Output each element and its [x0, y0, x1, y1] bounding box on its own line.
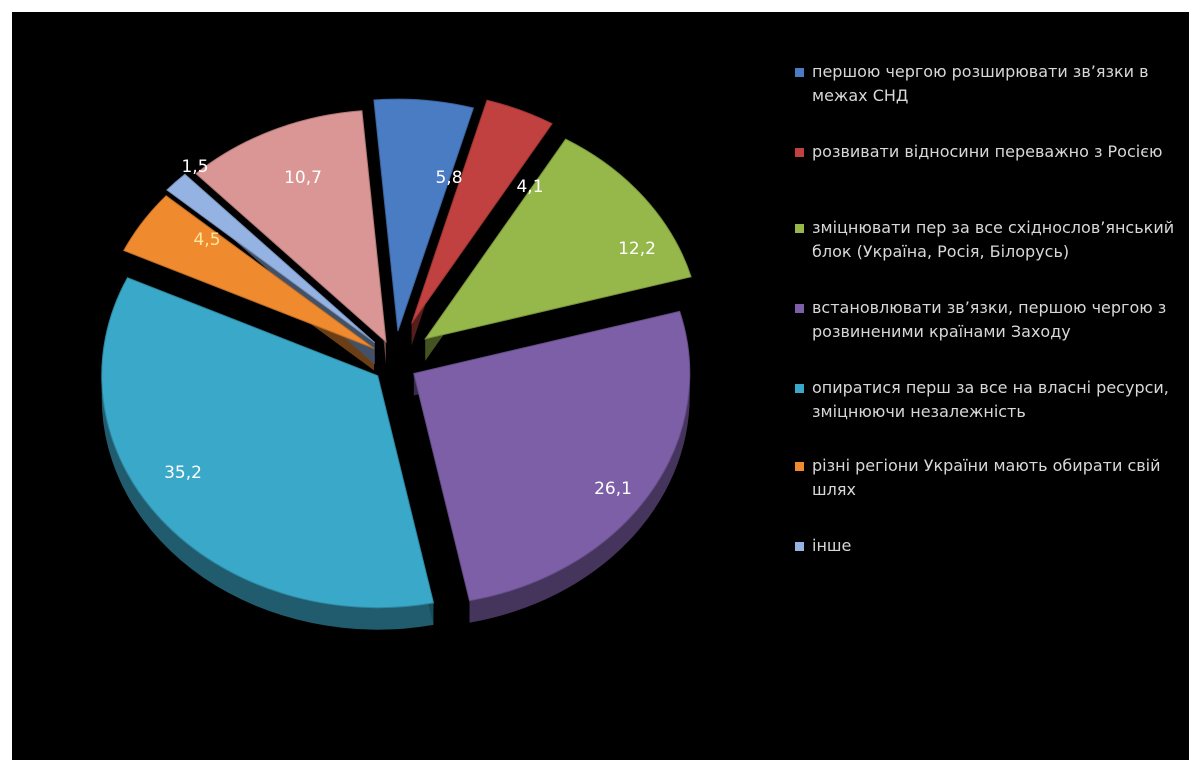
legend-item: опиратися перш за все на власні ресурси,…	[795, 376, 1189, 424]
slice-value-label: 1,5	[181, 157, 208, 177]
legend-item: різні регіони України мають обирати свій…	[795, 454, 1189, 502]
pie-slice-tops	[101, 98, 692, 609]
legend-label: розвивати відносини переважно з Росією	[812, 142, 1163, 161]
legend-swatch	[795, 148, 804, 157]
slice-value-label: 4,1	[516, 177, 543, 197]
pie-slice	[123, 195, 375, 349]
pie-slice-side	[469, 373, 690, 623]
pie-slice	[195, 110, 387, 344]
legend-swatch	[795, 542, 804, 551]
legend-label: опиратися перш за все на власні ресурси,…	[812, 378, 1169, 421]
legend-label: встановлювати зв’язки, першою чергою з р…	[812, 298, 1167, 341]
legend-item: встановлювати зв’язки, першою чергою з р…	[795, 296, 1189, 344]
pie-slice	[413, 310, 691, 602]
legend-label: першою чергою розширювати зв’язки в межа…	[812, 62, 1149, 105]
data-labels: 5,8 4,1 12,2 26,1 35,2 4,5 1,5 10,7	[164, 157, 656, 499]
legend-item: першою чергою розширювати зв’язки в межа…	[795, 60, 1189, 108]
pie-slice	[373, 98, 475, 332]
legend-swatch	[795, 304, 804, 313]
legend-label: різні регіони України мають обирати свій…	[812, 456, 1161, 499]
legend-swatch	[795, 384, 804, 393]
pie-slice	[166, 173, 376, 344]
pie-slice	[101, 277, 435, 609]
legend-item: інше	[795, 534, 1189, 558]
chart-area: 5,8 4,1 12,2 26,1 35,2 4,5 1,5 10,7 першою черг…	[12, 12, 1189, 760]
legend-swatch	[795, 224, 804, 233]
legend-label: зміцнювати пер за все східнослов’янський…	[812, 218, 1175, 261]
slice-value-label: 35,2	[164, 463, 202, 483]
legend-label: інше	[812, 536, 852, 555]
pie-slice	[411, 99, 553, 324]
legend-item: розвивати відносини переважно з Росією	[795, 140, 1189, 164]
slice-value-label: 26,1	[594, 479, 632, 499]
pie-slice	[424, 138, 692, 340]
pie-chart: 5,8 4,1 12,2 26,1 35,2 4,5 1,5 10,7	[101, 98, 692, 630]
legend-item: зміцнювати пер за все східнослов’янський…	[795, 216, 1189, 264]
slice-value-label: 5,8	[435, 168, 462, 188]
slice-value-label: 12,2	[618, 239, 656, 259]
slice-value-label: 4,5	[193, 230, 220, 250]
legend-swatch	[795, 68, 804, 77]
slice-value-label: 10,7	[284, 168, 322, 188]
legend-swatch	[795, 462, 804, 471]
